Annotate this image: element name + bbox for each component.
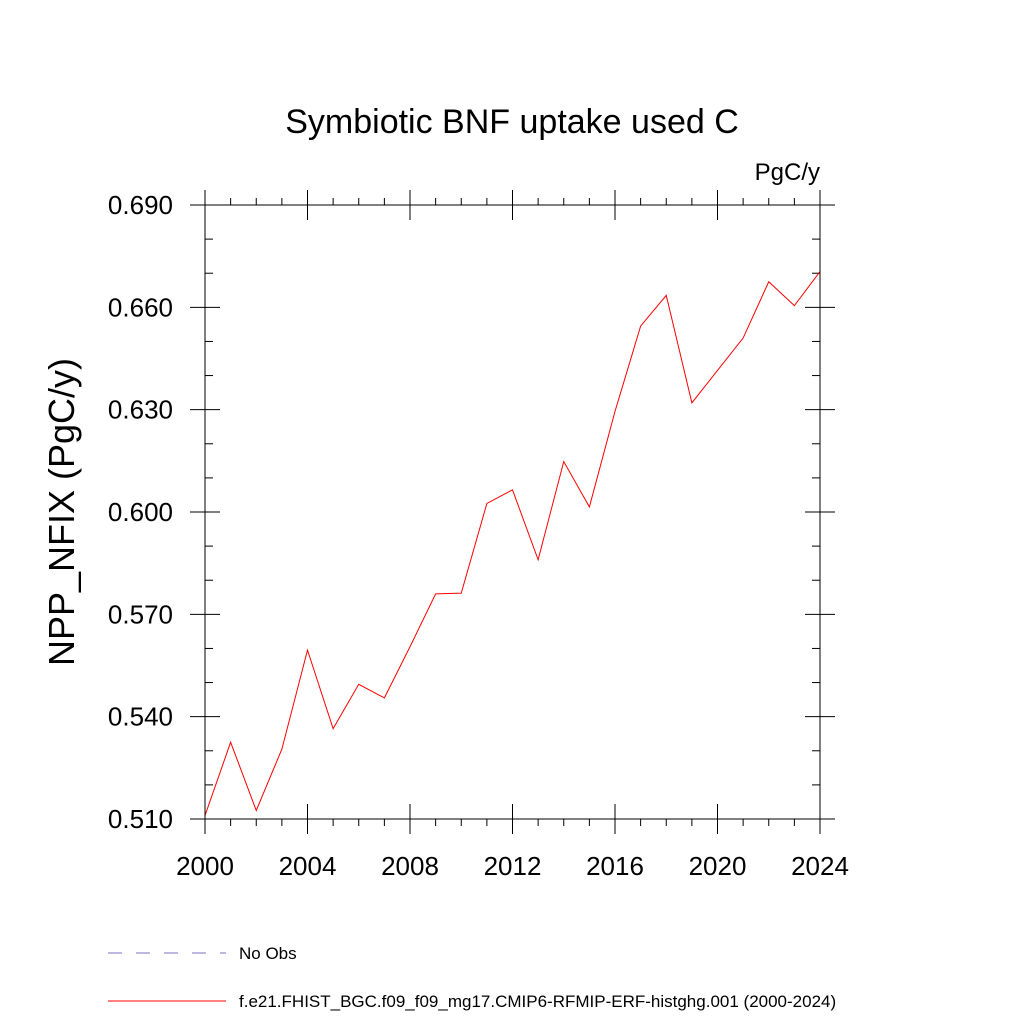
legend: No Obs f.e21.FHIST_BGC.f09_f09_mg17.CMIP6…	[108, 944, 836, 1011]
axis-tick-labels: 2000 2004 2008 2012 2016 2020 2024 0.510 0.540 0.…	[108, 190, 849, 881]
y-tick-label: 0.510	[108, 804, 173, 834]
legend-label-0: No Obs	[239, 944, 297, 963]
y-tick-label: 0.540	[108, 702, 173, 732]
series-line-1	[204, 271, 821, 816]
chart-title: Symbiotic BNF uptake used C	[285, 103, 739, 141]
x-tick-label: 2016	[586, 851, 644, 881]
y-tick-label: 0.630	[108, 395, 173, 425]
units-label: PgC/y	[755, 159, 820, 186]
y-axis-label: NPP_NFIX (PgC/y)	[41, 358, 82, 666]
y-tick-label: 0.570	[108, 599, 173, 629]
x-tick-label: 2000	[176, 851, 234, 881]
series-layer	[204, 271, 821, 816]
y-tick-label: 0.660	[108, 292, 173, 322]
x-tick-label: 2020	[689, 851, 747, 881]
y-tick-label: 0.690	[108, 190, 173, 220]
x-tick-label: 2024	[791, 851, 849, 881]
x-tick-label: 2012	[484, 851, 542, 881]
x-tick-label: 2008	[381, 851, 439, 881]
legend-label-1: f.e21.FHIST_BGC.f09_f09_mg17.CMIP6-RFMIP…	[239, 992, 836, 1011]
y-tick-label: 0.600	[108, 497, 173, 527]
x-tick-label: 2004	[279, 851, 337, 881]
axis-ticks	[190, 190, 835, 834]
plot-frame	[204, 204, 821, 820]
